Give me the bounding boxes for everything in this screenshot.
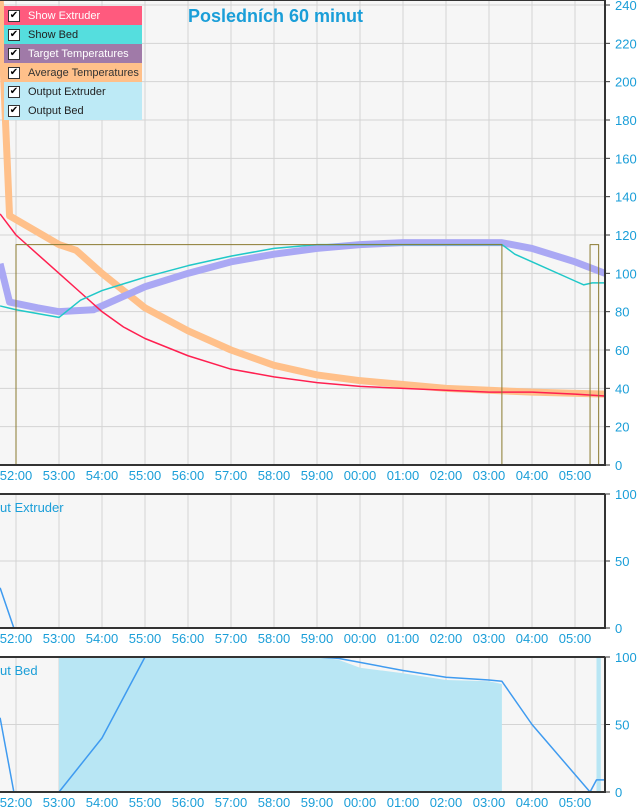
x-tick-label: 54:00 [86, 631, 119, 646]
x-tick-label: 53:00 [43, 468, 76, 483]
legend-item-show-extruder[interactable]: ✔ Show Extruder [4, 6, 142, 25]
checkbox[interactable]: ✔ [8, 9, 20, 22]
x-tick-label: 55:00 [129, 468, 162, 483]
y-tick-label: 100 [615, 487, 637, 502]
chart-title: Posledních 60 minut [188, 6, 364, 26]
y-tick-label: 220 [615, 36, 637, 51]
series-average-bed [0, 239, 607, 316]
x-tick-label: 03:00 [473, 631, 506, 646]
y-tick-label: 0 [615, 621, 622, 636]
x-tick-label: 52:00 [0, 468, 32, 483]
y-tick-label: 0 [615, 458, 622, 473]
x-tick-label: 03:00 [473, 468, 506, 483]
legend-label: Show Bed [28, 28, 79, 41]
y-tick-label: 50 [615, 718, 629, 733]
panel-label: ut Extruder [0, 500, 64, 515]
x-tick-label: 59:00 [301, 468, 334, 483]
legend-label: Target Temperatures [28, 47, 129, 60]
y-tick-label: 240 [615, 0, 637, 13]
x-tick-label: 00:00 [344, 468, 377, 483]
y-tick-label: 50 [615, 554, 629, 569]
x-tick-label: 54:00 [86, 795, 119, 810]
x-tick-label: 05:00 [559, 795, 592, 810]
x-tick-label: 56:00 [172, 468, 205, 483]
x-tick-label: 01:00 [387, 468, 420, 483]
x-tick-label: 58:00 [258, 631, 291, 646]
checkbox[interactable]: ✔ [8, 66, 20, 79]
y-tick-label: 20 [615, 420, 629, 435]
x-tick-label: 57:00 [215, 795, 248, 810]
series-extruder [0, 213, 606, 397]
x-tick-label: 58:00 [258, 795, 291, 810]
x-tick-label: 05:00 [559, 468, 592, 483]
x-tick-label: 57:00 [215, 631, 248, 646]
legend-label: Output Bed [28, 104, 84, 117]
x-tick-label: 56:00 [172, 631, 205, 646]
x-tick-label: 04:00 [516, 795, 549, 810]
checkbox[interactable]: ✔ [8, 28, 20, 41]
x-tick-label: 52:00 [0, 631, 32, 646]
y-tick-label: 180 [615, 113, 637, 128]
legend: ✔ Show Extruder ✔ Show Bed ✔ Target Temperatu… [4, 6, 142, 120]
series-average-extruder [0, 0, 606, 398]
x-tick-label: 57:00 [215, 468, 248, 483]
legend-label: Average Temperatures [28, 66, 139, 79]
legend-label: Show Extruder [28, 9, 101, 22]
checkbox[interactable]: ✔ [8, 104, 20, 117]
y-tick-label: 60 [615, 343, 629, 358]
y-tick-label: 0 [615, 785, 622, 800]
x-tick-label: 02:00 [430, 631, 463, 646]
x-tick-label: 55:00 [129, 631, 162, 646]
legend-item-show-bed[interactable]: ✔ Show Bed [4, 25, 142, 44]
x-tick-label: 55:00 [129, 795, 162, 810]
y-tick-label: 100 [615, 650, 637, 665]
legend-item-output-bed[interactable]: ✔ Output Bed [4, 101, 142, 120]
x-tick-label: 05:00 [559, 631, 592, 646]
x-tick-label: 00:00 [344, 631, 377, 646]
legend-label: Output Extruder [28, 85, 106, 98]
series-target-2 [589, 244, 600, 465]
checkbox[interactable]: ✔ [8, 47, 20, 60]
x-tick-label: 03:00 [473, 795, 506, 810]
y-tick-label: 160 [615, 151, 637, 166]
x-tick-label: 58:00 [258, 468, 291, 483]
y-tick-label: 120 [615, 228, 637, 243]
y-tick-label: 40 [615, 381, 629, 396]
x-tick-label: 02:00 [430, 795, 463, 810]
checkbox[interactable]: ✔ [8, 85, 20, 98]
y-tick-label: 100 [615, 266, 637, 281]
y-tick-label: 80 [615, 305, 629, 320]
x-tick-label: 54:00 [86, 468, 119, 483]
x-tick-label: 53:00 [43, 795, 76, 810]
x-tick-label: 56:00 [172, 795, 205, 810]
panel-label: ut Bed [0, 663, 38, 678]
x-tick-label: 59:00 [301, 795, 334, 810]
series-target [15, 244, 503, 465]
legend-item-target-temperatures[interactable]: ✔ Target Temperatures [4, 44, 142, 63]
legend-item-output-extruder[interactable]: ✔ Output Extruder [4, 82, 142, 101]
x-tick-label: 02:00 [430, 468, 463, 483]
y-tick-label: 140 [615, 190, 637, 205]
x-tick-label: 52:00 [0, 795, 32, 810]
x-tick-label: 01:00 [387, 631, 420, 646]
series-output-bed [0, 656, 606, 793]
y-tick-label: 200 [615, 75, 637, 90]
legend-item-average-temperatures[interactable]: ✔ Average Temperatures [4, 63, 142, 82]
x-tick-label: 04:00 [516, 631, 549, 646]
x-tick-label: 00:00 [344, 795, 377, 810]
output-bed-area [596, 657, 601, 792]
x-tick-label: 01:00 [387, 795, 420, 810]
x-tick-label: 53:00 [43, 631, 76, 646]
x-tick-label: 59:00 [301, 631, 334, 646]
output-bed-area [59, 657, 502, 792]
x-tick-label: 04:00 [516, 468, 549, 483]
